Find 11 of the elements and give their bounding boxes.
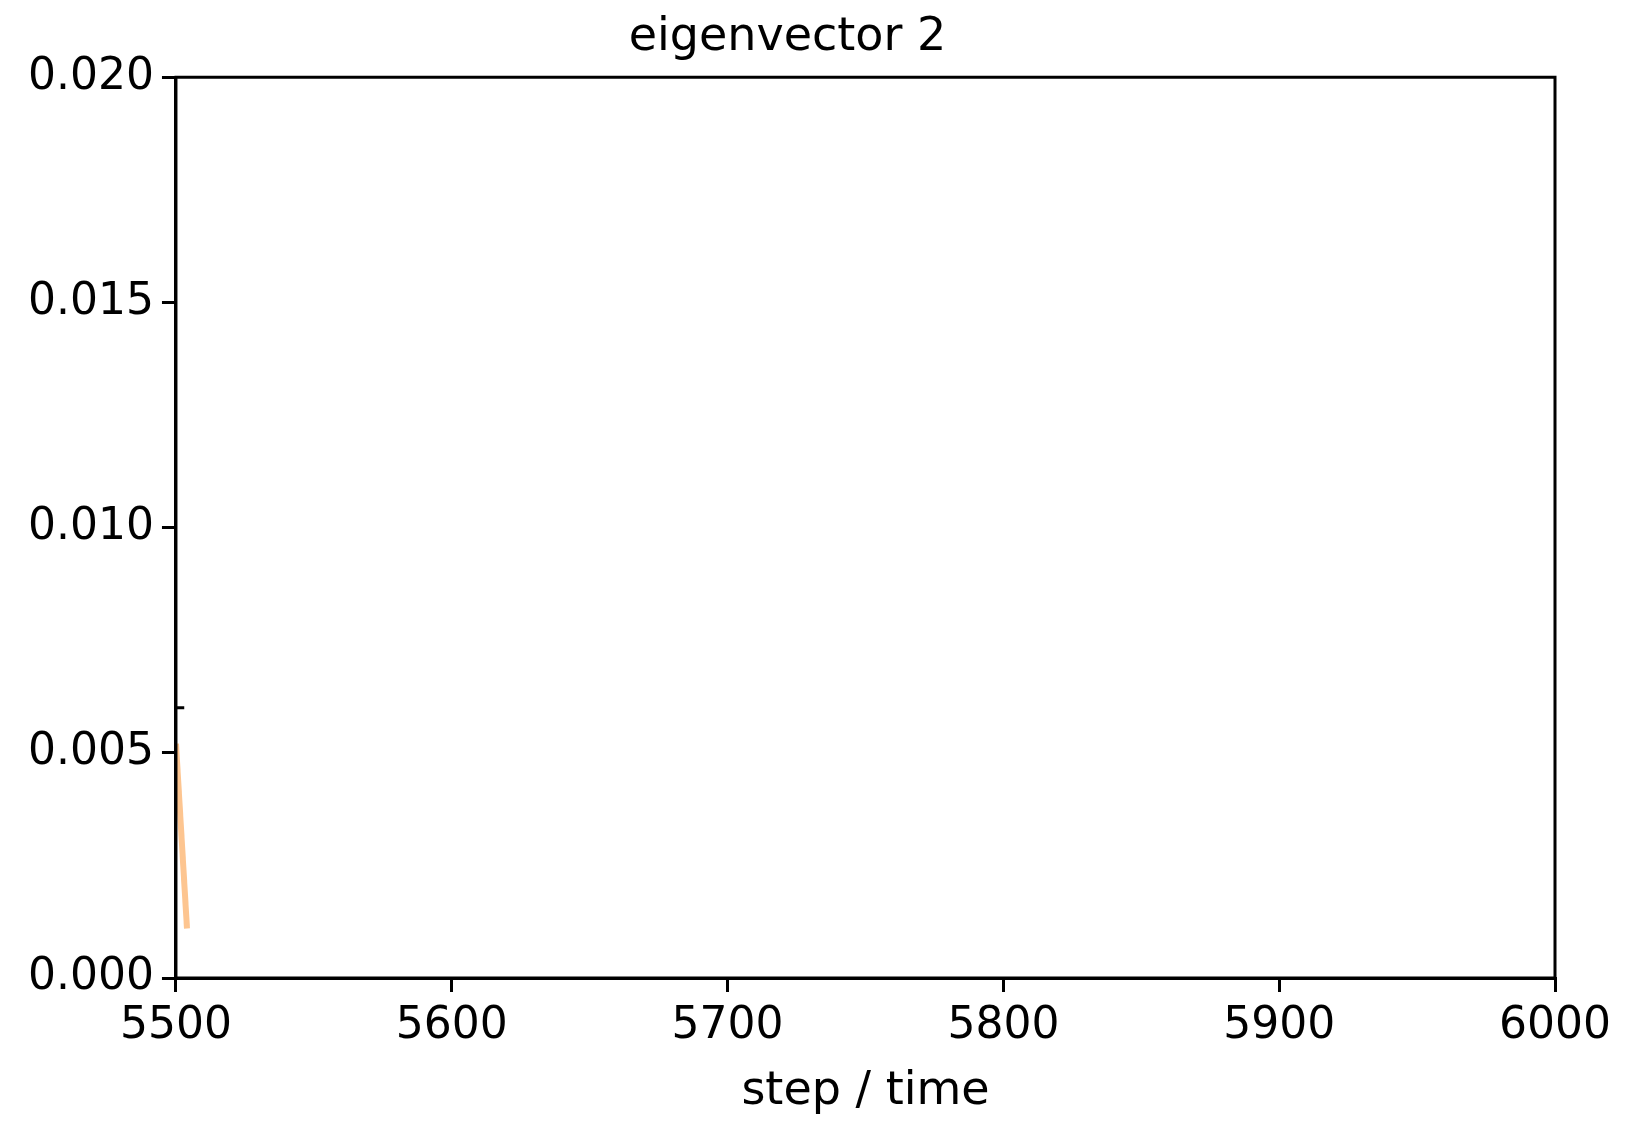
- x-tick-label: 5800: [947, 996, 1060, 1048]
- x-axis-title: step / time: [741, 1061, 990, 1116]
- chart-title: eigenvector 2: [628, 6, 947, 61]
- y-tick-label: 0.020: [27, 47, 154, 99]
- x-tick-label: 5600: [395, 996, 508, 1048]
- x-tick-label: 5900: [1223, 996, 1336, 1048]
- y-tick-label: 0.005: [27, 723, 154, 775]
- x-tick-label: 5700: [671, 996, 784, 1048]
- y-tick-label: 0.010: [27, 498, 154, 550]
- y-tick-label: 0.015: [27, 272, 154, 324]
- x-tick-label: 6000: [1499, 996, 1611, 1048]
